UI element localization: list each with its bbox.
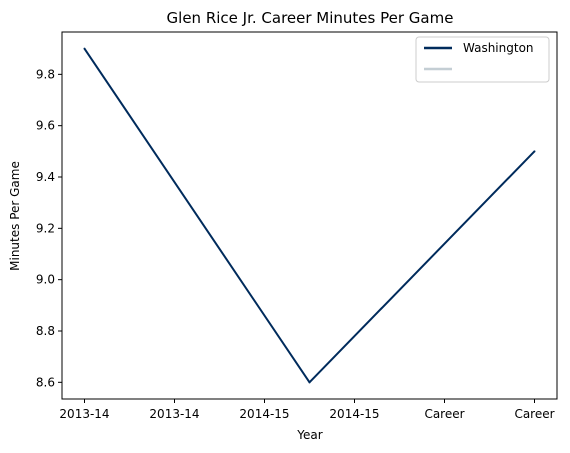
y-tick-label: 9.0: [36, 273, 55, 287]
data-point: [308, 381, 311, 384]
y-tick-label: 8.6: [36, 375, 55, 389]
x-tick-label: 2013-14: [59, 407, 109, 421]
plot-frame: [61, 31, 558, 400]
x-tick-label: 2014-15: [239, 407, 289, 421]
x-tick-label: 2013-14: [149, 407, 199, 421]
legend-label: Washington: [463, 41, 534, 55]
y-axis-label: Minutes Per Game: [8, 161, 22, 271]
series-layer: [83, 47, 536, 384]
x-tick-label: Career: [514, 407, 554, 421]
y-tick-label: 8.8: [36, 324, 55, 338]
x-axis-label: Year: [296, 428, 322, 442]
x-tick-label: 2014-15: [329, 407, 379, 421]
y-tick-label: 9.8: [36, 67, 55, 81]
y-axis: 8.6 8.8 9.0 9.2 9.4 9.6 9.8: [36, 67, 62, 389]
data-point: [83, 47, 86, 50]
series-line-0: [83, 48, 536, 384]
x-axis: 2013-14 2013-14 2014-15 2014-15 Career Career: [59, 399, 555, 421]
x-tick-label: Career: [424, 407, 464, 421]
y-tick-label: 9.6: [36, 119, 55, 133]
legend: Washington: [415, 36, 550, 83]
data-point: [533, 150, 536, 153]
y-tick-label: 9.2: [36, 221, 55, 235]
chart-title: Glen Rice Jr. Career Minutes Per Game: [167, 9, 454, 27]
y-tick-label: 9.4: [36, 170, 55, 184]
